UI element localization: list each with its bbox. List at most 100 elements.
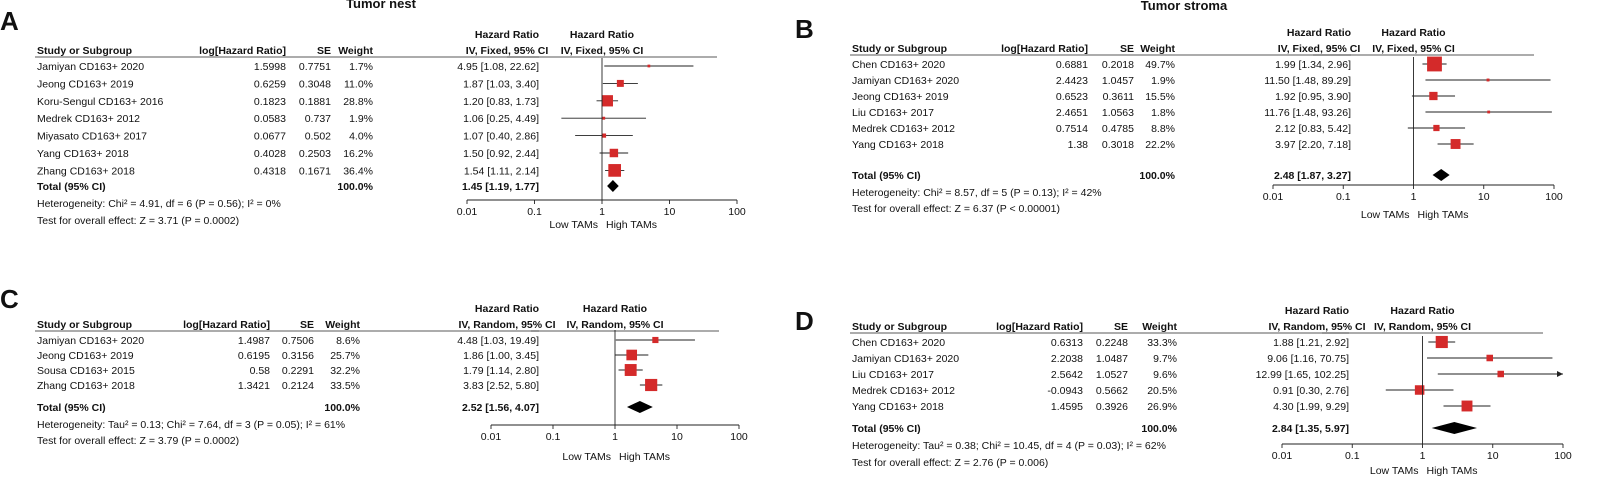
x-tick-label: 0.01 (457, 206, 478, 218)
study-name: Yang CD163+ 2018 (852, 139, 944, 151)
study-name: Chen CD163+ 2020 (852, 59, 945, 71)
study-name: Liu CD163+ 2017 (852, 107, 934, 119)
panel-title: Tumor stroma (1141, 0, 1228, 13)
x-tick-label: 100 (1545, 191, 1563, 203)
x-tick-label: 1 (1411, 191, 1417, 203)
study-loghr: 0.6523 (1056, 91, 1088, 103)
header-study: Study or Subgroup (37, 319, 132, 331)
total-weight: 100.0% (1139, 170, 1175, 182)
study-loghr: 1.5998 (254, 61, 286, 73)
study-weight: 9.6% (1153, 369, 1177, 381)
x-tick-label: 1 (612, 431, 618, 443)
study-square (1427, 56, 1442, 72)
study-square (1450, 139, 1461, 149)
study-square (1414, 385, 1425, 395)
header-hazard-ratio-plot: Hazard Ratio (1381, 27, 1445, 39)
header-hazard-ratio: Hazard Ratio (1287, 27, 1351, 39)
axis-label-high: High TAMs (606, 219, 657, 231)
header-hazard-ratio-plot: Hazard Ratio (583, 303, 647, 315)
panel-title: Tumor nest (346, 0, 416, 11)
study-ci: 9.06 [1.16, 70.75] (1267, 353, 1349, 365)
panel-label: D (795, 306, 814, 336)
x-tick-label: 10 (664, 206, 676, 218)
header-loghr: log[Hazard Ratio] (199, 45, 286, 57)
study-loghr: 0.58 (250, 365, 271, 377)
total-label: Total (95% CI) (852, 170, 921, 182)
forest-panel-d: D Hazard Ratio Hazard Ratio Study or Subgro… (795, 305, 1572, 477)
x-tick-label: 100 (730, 431, 748, 443)
header-hazard-ratio: Hazard Ratio (475, 29, 539, 41)
study-loghr: 0.0677 (254, 131, 286, 143)
forest-panel-c: C Hazard Ratio Hazard Ratio Study or Subgro… (0, 284, 748, 463)
header-model: IV, Random, 95% CI (458, 319, 555, 331)
study-square (1435, 335, 1448, 349)
header-model: IV, Fixed, 95% CI (466, 45, 549, 57)
study-loghr: 1.4987 (238, 335, 270, 347)
study-ci: 1.86 [1.00, 3.45] (463, 350, 539, 362)
study-ci: 11.76 [1.48, 93.26] (1264, 107, 1351, 119)
study-ci: 1.54 [1.11, 2.14] (464, 165, 539, 177)
study-loghr: 1.4595 (1051, 401, 1083, 413)
x-tick-label: 10 (671, 431, 683, 443)
header-model: IV, Fixed, 95% CI (1278, 43, 1361, 55)
total-ci: 2.52 [1.56, 4.07] (462, 402, 539, 414)
total-label: Total (95% CI) (37, 181, 106, 193)
overall-effect-text: Test for overall effect: Z = 3.71 (P = 0… (37, 215, 239, 227)
header-hazard-ratio-plot: Hazard Ratio (1390, 305, 1454, 317)
study-square (616, 79, 624, 87)
study-se: 0.2248 (1096, 337, 1128, 349)
x-tick-label: 10 (1487, 450, 1499, 462)
study-square (652, 336, 659, 344)
study-weight: 1.9% (349, 113, 373, 125)
study-weight: 26.9% (1147, 401, 1177, 413)
study-ci: 11.50 [1.48, 89.29] (1264, 75, 1351, 87)
x-tick-label: 0.01 (481, 431, 502, 443)
header-model-plot: IV, Random, 95% CI (566, 319, 663, 331)
study-loghr: 2.2038 (1051, 353, 1083, 365)
study-square (1486, 78, 1490, 82)
study-ci: 0.91 [0.30, 2.76] (1273, 385, 1349, 397)
pooled-diamond (1432, 169, 1450, 181)
study-se: 0.5662 (1096, 385, 1128, 397)
heterogeneity-text: Heterogeneity: Chi² = 4.91, df = 6 (P = … (37, 198, 281, 210)
header-hazard-ratio-plot: Hazard Ratio (570, 29, 634, 41)
study-weight: 22.2% (1145, 139, 1175, 151)
study-se: 0.1881 (299, 96, 331, 108)
x-tick-label: 0.01 (1263, 191, 1284, 203)
study-se: 0.3048 (299, 78, 331, 90)
x-tick-label: 0.1 (1336, 191, 1351, 203)
study-ci: 4.48 [1.03, 19.49] (457, 335, 539, 347)
study-se: 0.3926 (1096, 401, 1128, 413)
x-tick-label: 100 (728, 206, 746, 218)
study-se: 0.7506 (282, 335, 314, 347)
header-loghr: log[Hazard Ratio] (183, 319, 270, 331)
study-ci: 2.12 [0.83, 5.42] (1275, 123, 1351, 135)
study-ci: 12.99 [1.65, 102.25] (1256, 369, 1349, 381)
study-weight: 32.2% (330, 365, 360, 377)
panel-label: C (0, 284, 19, 314)
study-weight: 8.8% (1151, 123, 1175, 135)
header-model: IV, Random, 95% CI (1268, 321, 1365, 333)
header-study: Study or Subgroup (37, 45, 132, 57)
panel-label: B (795, 14, 814, 44)
study-name: Zhang CD163+ 2018 (37, 380, 135, 392)
x-tick-label: 0.1 (527, 206, 542, 218)
study-weight: 8.6% (336, 335, 360, 347)
study-name: Yang CD163+ 2018 (852, 401, 944, 413)
study-name: Medrek CD163+ 2012 (852, 385, 955, 397)
study-weight: 20.5% (1147, 385, 1177, 397)
study-name: Jamiyan CD163+ 2020 (37, 61, 144, 73)
study-ci: 1.20 [0.83, 1.73] (463, 96, 539, 108)
study-square (645, 378, 658, 392)
study-ci: 1.79 [1.14, 2.80] (463, 365, 539, 377)
study-weight: 36.4% (343, 165, 373, 177)
total-weight: 100.0% (324, 402, 360, 414)
study-ci: 1.88 [1.21, 2.92] (1273, 337, 1349, 349)
axis-label-low: Low TAMs (1361, 209, 1410, 221)
header-loghr: log[Hazard Ratio] (996, 321, 1083, 333)
study-se: 0.1671 (299, 165, 331, 177)
header-model-plot: IV, Fixed, 95% CI (1372, 43, 1455, 55)
study-weight: 1.7% (349, 61, 373, 73)
study-loghr: 0.7514 (1056, 123, 1088, 135)
